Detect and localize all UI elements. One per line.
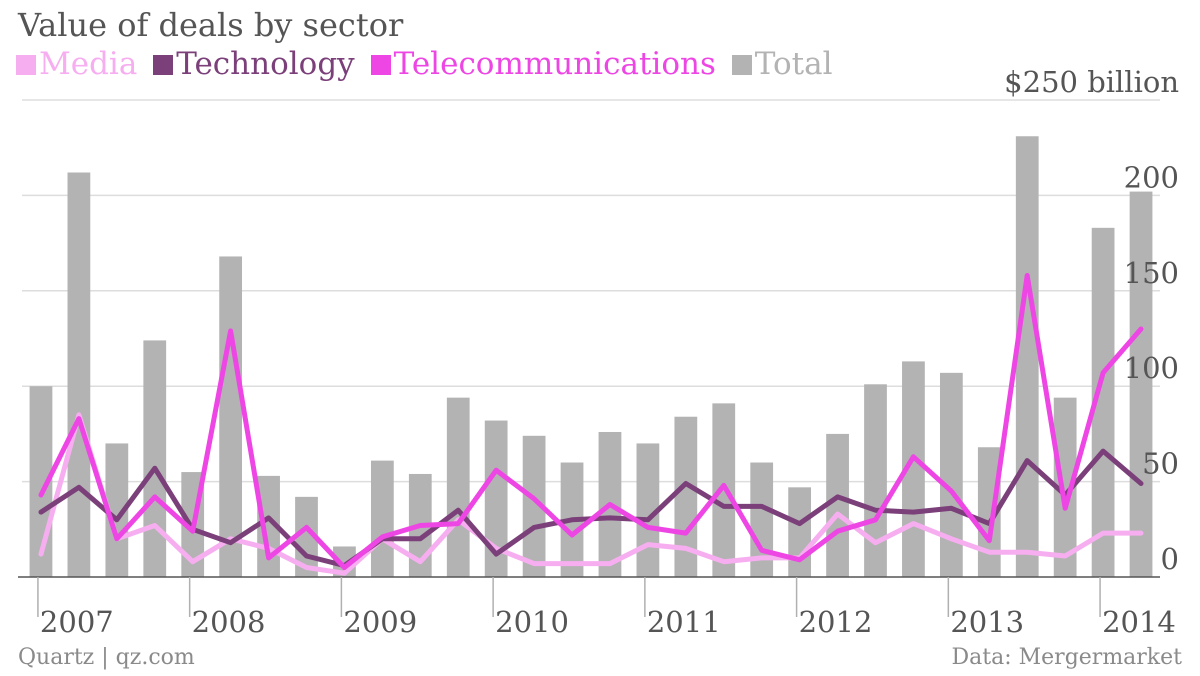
y-tick-label: 50 [1142,447,1179,481]
x-tick-label: 2008 [192,605,266,639]
legend-item-media: Media [16,46,137,82]
total-bar [750,462,774,577]
total-bar [1091,227,1115,577]
y-axis-labels: 0 50 100 150 200 $250 billion [1004,65,1179,576]
total-bar [1015,136,1039,577]
legend-swatch-total [731,55,752,75]
legend-item-total: Total [731,46,833,82]
x-tick-label: 2011 [647,605,721,639]
x-axis-labels: 2007 2008 2009 2010 2011 2012 2013 2014 [40,605,1176,639]
total-bar [864,384,887,577]
legend-label-telecommunications: Telecommunications [393,46,716,82]
data-credit: Data: Mergermarket [951,645,1182,670]
x-tick-label: 2007 [40,605,114,639]
total-bar [788,487,812,577]
x-axis [18,576,1160,617]
y-tick-label: $250 billion [1004,65,1179,99]
total-bar [522,435,546,577]
legend: Media Technology Telecommunications Tota… [16,46,839,82]
total-bar [219,256,243,577]
series-lines [38,273,1144,576]
x-tick-label: 2012 [799,605,873,639]
total-bar [977,447,1001,577]
total-bar [105,443,129,577]
legend-swatch-telecommunications [370,55,391,75]
y-tick-label: 100 [1124,351,1179,385]
total-bars [29,136,1153,578]
total-bar [143,340,167,577]
total-bar [370,460,394,577]
gridlines [22,99,1160,483]
x-tick-label: 2010 [495,605,569,639]
total-bar [446,397,470,577]
legend-swatch-media [16,55,36,75]
x-tick-label: 2014 [1102,605,1176,639]
legend-item-technology: Technology [153,46,355,82]
total-bar [674,416,698,577]
legend-label-total: Total [754,46,833,82]
y-tick-label: 150 [1124,256,1179,290]
total-bar [826,433,849,577]
series-line-telecommunications [38,273,1144,570]
x-tick-label: 2013 [950,605,1024,639]
legend-label-media: Media [39,46,138,82]
chart-title: Value of deals by sector [18,6,404,44]
y-tick-label: 0 [1161,542,1179,576]
x-tick-label: 2009 [343,605,417,639]
source-note: Quartz | qz.com [18,645,195,670]
total-bar [1053,397,1077,577]
total-bar [484,420,508,577]
total-bar [902,361,925,577]
y-tick-label: 200 [1124,160,1179,194]
total-bar [67,172,91,577]
series-line-media [38,412,1144,576]
legend-item-telecommunications: Telecommunications [370,46,716,82]
total-bar [939,372,963,577]
legend-label-technology: Technology [176,46,355,82]
legend-swatch-technology [153,55,174,75]
